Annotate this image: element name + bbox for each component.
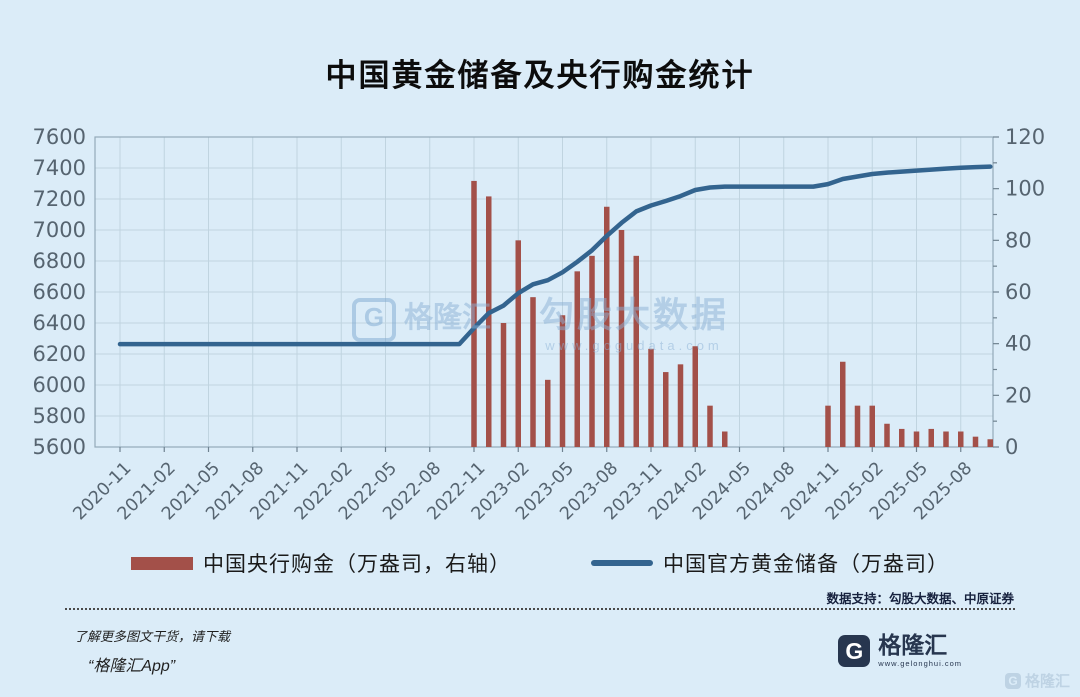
- bar: [854, 405, 861, 447]
- bar: [869, 405, 875, 447]
- right-tick-label: 0: [1005, 435, 1018, 459]
- page-title: 中国黄金储备及央行购金统计: [325, 58, 755, 93]
- dashed-separator: [65, 608, 1015, 610]
- bar: [899, 428, 905, 447]
- line-series-label: 中国官方黄金储备（万盎司）: [663, 552, 949, 576]
- right-tick-label: 120: [1005, 125, 1045, 149]
- bar: [486, 196, 492, 447]
- footer-promo: 了解更多图文干货，请下载 “格隆汇App”: [74, 626, 230, 676]
- left-tick-label: 7600: [33, 125, 86, 149]
- bar: [972, 436, 979, 447]
- gridlines: [95, 136, 993, 448]
- gelonghui-logo-icon: G: [838, 635, 871, 667]
- bar: [574, 271, 580, 447]
- data-source-note: 数据支持：勾股大数据、中原证券: [826, 592, 1014, 606]
- left-tick-label: 7200: [33, 187, 86, 211]
- corner-watermark: G 格隆汇: [1004, 670, 1070, 691]
- right-tick-label: 40: [1005, 332, 1032, 356]
- left-axis-labels: 5600 5800 6000 6200 6400 6600 6800 7000 7200 7400…: [33, 125, 86, 459]
- left-tick-label: 6000: [33, 373, 86, 397]
- bar: [928, 428, 934, 447]
- bar: [840, 361, 846, 447]
- bar: [884, 423, 890, 447]
- bar: [958, 431, 964, 447]
- right-tick-label: 80: [1005, 228, 1032, 252]
- bar: [633, 255, 639, 447]
- footer-promo-line2: “格隆汇App”: [88, 658, 176, 675]
- bar: [604, 206, 610, 447]
- bar: [943, 431, 949, 447]
- gelonghui-logo: G 格隆汇 www.gelonghui.com: [838, 634, 962, 668]
- bar-series-swatch: [131, 556, 193, 570]
- line-series-swatch: [591, 560, 653, 566]
- bar: [530, 297, 536, 447]
- bar: [648, 348, 654, 447]
- right-axis-labels: 0 20 40 60 80 100 120: [993, 125, 1045, 459]
- bar: [825, 405, 831, 447]
- left-tick-label: 6400: [33, 311, 86, 335]
- bar: [559, 315, 566, 447]
- footer-promo-line1: 了解更多图文干货，请下载: [74, 629, 231, 644]
- right-tick-label: 60: [1005, 280, 1032, 304]
- left-tick-label: 5600: [33, 435, 86, 459]
- bar: [692, 346, 698, 447]
- bar: [545, 379, 551, 447]
- bar: [663, 372, 669, 447]
- bar: [707, 405, 713, 447]
- corner-watermark-text: 格隆汇: [1024, 673, 1070, 690]
- left-tick-label: 7400: [33, 156, 86, 180]
- bar: [987, 439, 993, 447]
- left-tick-label: 5800: [33, 404, 86, 428]
- chart-legend: 中国央行购金（万盎司，右轴） 中国官方黄金储备（万盎司）: [0, 548, 1080, 578]
- bar: [515, 240, 521, 447]
- legend-item-line-series: 中国官方黄金储备（万盎司）: [591, 548, 949, 578]
- right-tick-label: 20: [1005, 383, 1032, 407]
- bar: [471, 180, 477, 447]
- left-tick-label: 7000: [33, 218, 86, 242]
- left-tick-label: 6800: [33, 249, 86, 273]
- bar: [722, 431, 728, 447]
- bar: [500, 323, 507, 447]
- left-tick-label: 6200: [33, 342, 86, 366]
- right-tick-label: 100: [1005, 177, 1045, 201]
- line-series: [117, 164, 993, 347]
- bar-series-label: 中国央行购金（万盎司，右轴）: [203, 552, 511, 576]
- gelonghui-logo-icon: G: [1004, 672, 1021, 689]
- bar: [677, 364, 684, 447]
- x-axis-labels: 2020-112021-022021-052021-082021-112022-…: [70, 447, 976, 524]
- combo-chart: 5600 5800 6000 6200 6400 6600 6800 7000 7200 7400…: [33, 125, 1046, 524]
- legend-item-bar-series: 中国央行购金（万盎司，右轴）: [131, 548, 511, 578]
- bar-series: [471, 180, 993, 447]
- gelonghui-logo-text: 格隆汇: [878, 632, 948, 658]
- left-tick-label: 6600: [33, 280, 86, 304]
- gelonghui-logo-url: www.gelonghui.com: [878, 659, 962, 668]
- bar: [618, 230, 625, 447]
- bar: [913, 431, 920, 447]
- bar: [589, 255, 595, 447]
